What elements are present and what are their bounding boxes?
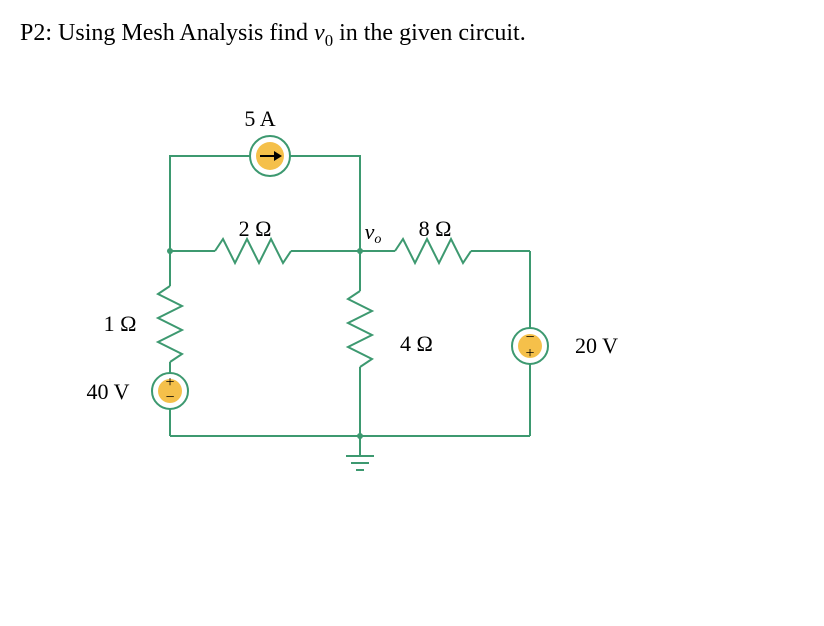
ground-icon <box>346 436 374 470</box>
problem-suffix: in the given circuit. <box>333 20 526 46</box>
problem-subscript: 0 <box>325 31 333 50</box>
resistor-2ohm-icon <box>215 239 291 263</box>
resistor-1ohm-icon <box>158 286 182 362</box>
resistor-4ohm-label: 4 Ω <box>400 331 433 356</box>
resistor-1ohm-label: 1 Ω <box>104 311 137 336</box>
svg-text:+: + <box>525 345 534 362</box>
voltage-source-20-label: 20 V <box>575 333 618 358</box>
resistor-8ohm-icon <box>395 239 471 263</box>
circuit-svg: 5 A 2 Ω 8 Ω vo 1 Ω + − 40 V 4 Ω − + 20 V <box>60 91 660 511</box>
node-dot <box>357 433 363 439</box>
node-dot <box>167 248 173 254</box>
current-source-icon <box>250 136 290 176</box>
current-source-label: 5 A <box>244 106 275 131</box>
wire-top-right <box>290 156 360 251</box>
svg-text:−: − <box>165 389 174 406</box>
resistor-2ohm-label: 2 Ω <box>239 216 272 241</box>
circuit-diagram: 5 A 2 Ω 8 Ω vo 1 Ω + − 40 V 4 Ω − + 20 V <box>60 91 660 511</box>
voltage-source-40-label: 40 V <box>87 379 130 404</box>
node-dot <box>357 248 363 254</box>
resistor-8ohm-label: 8 Ω <box>419 216 452 241</box>
voltage-source-40-icon: + − <box>152 373 188 409</box>
resistor-4ohm-icon <box>348 291 372 367</box>
voltage-source-20-icon: − + <box>512 328 548 364</box>
problem-variable: v <box>314 20 325 46</box>
problem-prefix: P2: Using Mesh Analysis find <box>20 20 314 46</box>
vo-label: vo <box>365 219 382 247</box>
svg-text:−: − <box>525 329 534 346</box>
problem-statement: P2: Using Mesh Analysis find v0 in the g… <box>20 20 804 51</box>
